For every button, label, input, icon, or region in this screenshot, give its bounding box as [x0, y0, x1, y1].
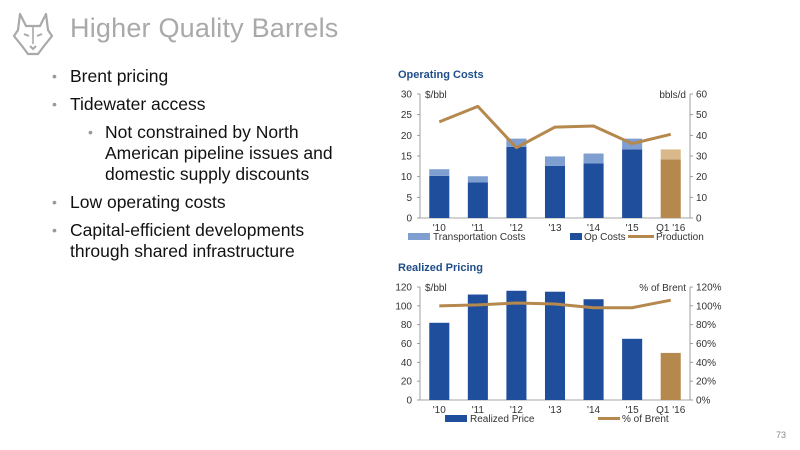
right-tick-label: 80%	[696, 320, 716, 331]
right-tick-label: 20%	[696, 377, 716, 388]
x-tick-label: '10	[433, 223, 446, 234]
legend-label-transportation: Transportation Costs	[433, 232, 525, 243]
op-costs-bar	[660, 159, 681, 218]
left-tick-label: 10	[401, 172, 413, 183]
x-tick-label: '13	[548, 405, 561, 416]
realized-price-bar	[467, 294, 488, 400]
right-tick-label: 120%	[696, 283, 722, 294]
op-costs-bar	[622, 149, 643, 218]
page-title: Higher Quality Barrels	[70, 13, 339, 43]
bullet-tidewater-access: Tidewater access	[52, 94, 352, 115]
chart-title-operating-costs: Operating Costs	[398, 69, 484, 81]
left-tick-label: 0	[406, 396, 412, 407]
left-axis-unit-label: $/bbl	[425, 283, 447, 294]
x-tick-label: Q1 '16	[656, 405, 686, 416]
left-tick-label: 20	[401, 131, 413, 142]
x-tick-label: '12	[510, 223, 523, 234]
x-tick-label: '15	[626, 223, 639, 234]
left-axis-unit-label: $/bbl	[425, 90, 447, 101]
legend-label-op-costs: Op Costs	[584, 232, 626, 243]
right-tick-label: 10	[696, 193, 708, 204]
right-tick-label: 0%	[696, 396, 711, 407]
legend-swatch-op-costs	[570, 233, 582, 240]
realized-price-bar	[583, 299, 604, 400]
left-tick-label: 5	[406, 193, 412, 204]
realized-price-bar	[622, 338, 643, 400]
legend-label-realized-price: Realized Price	[470, 414, 535, 425]
legend-label-percent-of-brent: % of Brent	[622, 414, 669, 425]
x-tick-label: Q1 '16	[656, 223, 686, 234]
right-tick-label: 40	[696, 131, 708, 142]
right-tick-label: 100%	[696, 301, 722, 312]
x-tick-label: '11	[472, 405, 485, 416]
x-tick-label: '11	[472, 223, 485, 234]
left-tick-label: 100	[395, 301, 412, 312]
legend-swatch-transportation	[408, 233, 430, 240]
x-tick-label: '14	[587, 405, 600, 416]
sub-bullet-not-constrained: Not constrained by North American pipeli…	[52, 122, 352, 185]
transportation-costs-bar	[583, 153, 604, 164]
op-costs-bar	[506, 146, 527, 218]
op-costs-bar	[583, 163, 604, 218]
bullet-brent-pricing: Brent pricing	[52, 66, 352, 87]
realized-price-bar	[429, 322, 450, 400]
realized-price-bar	[544, 291, 566, 400]
right-tick-label: 50	[696, 110, 708, 121]
x-tick-label: '14	[587, 223, 600, 234]
bullet-low-operating-costs: Low operating costs	[52, 192, 352, 213]
op-costs-bar	[544, 165, 566, 218]
x-tick-label: '13	[548, 223, 561, 234]
transportation-costs-bar	[544, 156, 566, 166]
right-tick-label: 60	[696, 90, 708, 101]
right-axis-unit-label: bbls/d	[659, 90, 686, 101]
x-tick-label: '12	[510, 405, 523, 416]
bullet-capital-efficient: Capital-efficient developments through s…	[52, 220, 352, 262]
chart-title-realized-pricing: Realized Pricing	[398, 262, 483, 274]
transportation-costs-bar	[429, 169, 450, 176]
left-tick-label: 80	[401, 320, 413, 331]
bullet-list: Brent pricing Tidewater access Not const…	[52, 66, 352, 269]
realized-price-bar	[660, 352, 681, 400]
op-costs-bar	[429, 175, 450, 218]
left-tick-label: 15	[401, 152, 413, 163]
transportation-costs-bar	[660, 149, 681, 160]
realized-price-bar	[506, 290, 527, 400]
right-tick-label: 40%	[696, 358, 716, 369]
x-tick-label: '15	[626, 405, 639, 416]
right-tick-label: 60%	[696, 339, 716, 350]
legend-label-production: Production	[656, 232, 704, 243]
left-tick-label: 60	[401, 339, 413, 350]
op-costs-bar	[467, 182, 488, 218]
left-tick-label: 120	[395, 283, 412, 294]
left-tick-label: 0	[406, 214, 412, 225]
transportation-costs-bar	[506, 138, 527, 147]
left-tick-label: 20	[401, 377, 413, 388]
left-tick-label: 30	[401, 90, 413, 101]
right-tick-label: 0	[696, 214, 702, 225]
page-number: 73	[775, 430, 786, 440]
left-tick-label: 40	[401, 358, 413, 369]
right-tick-label: 30	[696, 152, 708, 163]
husky-head-logo	[12, 12, 54, 56]
left-tick-label: 25	[401, 110, 413, 121]
transportation-costs-bar	[467, 176, 488, 183]
x-tick-label: '10	[433, 405, 446, 416]
legend-swatch-realized-price	[445, 415, 467, 422]
right-tick-label: 20	[696, 172, 708, 183]
right-axis-unit-label: % of Brent	[639, 283, 686, 294]
